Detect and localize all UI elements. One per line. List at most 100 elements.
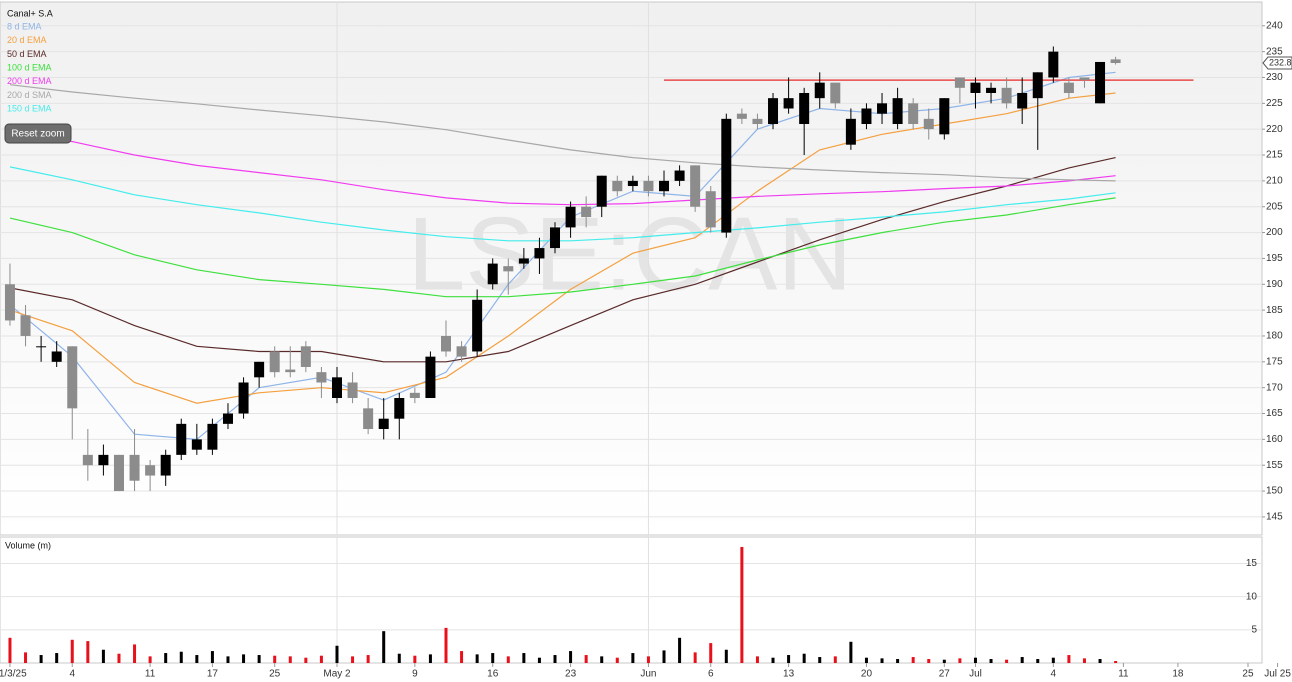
x-tick-label: Jul bbox=[969, 669, 982, 680]
volume-bar bbox=[148, 656, 152, 663]
volume-bar bbox=[491, 653, 495, 663]
y-tick-label: 240 bbox=[1266, 20, 1283, 31]
candle-body bbox=[129, 454, 140, 481]
volume-bar bbox=[833, 656, 837, 663]
candle-body bbox=[254, 361, 265, 378]
x-tick-label: 17 bbox=[207, 669, 219, 680]
volume-bar bbox=[958, 658, 962, 663]
candle-body bbox=[503, 266, 514, 272]
volume-bar bbox=[428, 654, 432, 663]
volume-bar bbox=[864, 657, 868, 663]
volume-bar bbox=[319, 655, 323, 663]
volume-bar bbox=[86, 641, 90, 663]
candle-body bbox=[51, 351, 62, 362]
candle-body bbox=[20, 315, 31, 336]
legend-entry: 200 d SMA bbox=[7, 90, 52, 100]
candle-body bbox=[518, 258, 529, 264]
x-tick-label: May 2 bbox=[323, 669, 351, 680]
legend-entry: 150 d EMA bbox=[7, 104, 52, 114]
candle-body bbox=[98, 454, 109, 466]
y-tick-label: 145 bbox=[1266, 512, 1283, 523]
volume-tick-label: 10 bbox=[1246, 591, 1258, 602]
candle-body bbox=[643, 180, 654, 192]
volume-bar bbox=[1036, 659, 1040, 663]
candle-body bbox=[36, 346, 47, 348]
ma-line bbox=[9, 157, 1116, 363]
volume-bar bbox=[179, 651, 183, 663]
volume-bar bbox=[849, 641, 853, 663]
x-tick-label: 31/3/25 bbox=[0, 669, 27, 680]
candle-body bbox=[783, 98, 794, 109]
x-tick-label: 11 bbox=[1118, 669, 1129, 680]
volume-bar bbox=[117, 653, 121, 663]
volume-bar bbox=[615, 657, 619, 663]
candle-body bbox=[877, 103, 888, 114]
y-tick-label: 230 bbox=[1266, 72, 1283, 83]
volume-bar bbox=[693, 652, 697, 663]
candle-body bbox=[954, 77, 965, 88]
y-tick-label: 185 bbox=[1266, 305, 1283, 316]
volume-tick-label: 5 bbox=[1251, 624, 1257, 635]
y-tick-label: 190 bbox=[1266, 279, 1283, 290]
volume-bar bbox=[569, 651, 573, 663]
candle-body bbox=[425, 356, 436, 399]
volume-bar bbox=[133, 644, 137, 663]
volume-bar bbox=[335, 645, 339, 663]
volume-bar bbox=[631, 653, 635, 663]
volume-bar bbox=[584, 655, 588, 663]
volume-bar bbox=[927, 659, 931, 663]
candle-body bbox=[238, 382, 249, 414]
candle-body bbox=[269, 351, 280, 373]
candle-body bbox=[409, 392, 420, 399]
y-tick-label: 205 bbox=[1266, 201, 1283, 212]
button-label[interactable]: Reset zoom bbox=[11, 129, 64, 140]
legend-entry: 100 d EMA bbox=[7, 62, 52, 72]
button-box[interactable] bbox=[4, 123, 72, 144]
ma-line bbox=[9, 84, 1116, 182]
volume-tick-label: 15 bbox=[1246, 558, 1258, 569]
y-tick-label: 165 bbox=[1266, 408, 1283, 419]
volume-bar bbox=[257, 655, 261, 663]
x-tick-label: 4 bbox=[1051, 669, 1057, 680]
volume-bar bbox=[522, 653, 526, 663]
candle-body bbox=[721, 118, 732, 233]
volume-bar bbox=[1098, 659, 1102, 663]
candle-body bbox=[487, 263, 498, 285]
volume-bar bbox=[818, 657, 822, 663]
volume-bar bbox=[896, 659, 900, 663]
ma-line bbox=[9, 197, 1116, 298]
candle-body bbox=[4, 284, 15, 321]
volume-bar bbox=[771, 657, 775, 663]
volume-bar bbox=[8, 637, 12, 663]
candle-body bbox=[1032, 72, 1043, 99]
volume-bar bbox=[911, 657, 915, 663]
volume-bar bbox=[787, 655, 791, 663]
y-tick-label: 220 bbox=[1266, 124, 1283, 135]
y-tick-label: 155 bbox=[1266, 460, 1283, 471]
volume-panel bbox=[0, 536, 1263, 664]
volume-bar bbox=[880, 658, 884, 663]
candle-body bbox=[1079, 77, 1090, 81]
volume-bar bbox=[662, 650, 666, 663]
candle-body bbox=[830, 82, 841, 104]
y-tick-label: 235 bbox=[1266, 46, 1283, 57]
volume-bar bbox=[1005, 659, 1009, 663]
candle-body bbox=[440, 335, 451, 352]
candle-body bbox=[472, 299, 483, 352]
candle-body bbox=[736, 113, 747, 119]
candle-body bbox=[1048, 51, 1059, 78]
candle-body bbox=[565, 206, 576, 228]
volume-bar bbox=[1082, 658, 1086, 663]
candle-body bbox=[1110, 59, 1121, 64]
candle-body bbox=[316, 372, 327, 383]
volume-bar bbox=[101, 649, 105, 663]
y-tick-label: 195 bbox=[1266, 253, 1283, 264]
candle-body bbox=[768, 98, 779, 125]
x-tick-label: 18 bbox=[1172, 669, 1184, 680]
y-tick-label: 160 bbox=[1266, 434, 1283, 445]
x-tick-label: 16 bbox=[487, 669, 499, 680]
candle-body bbox=[596, 175, 607, 207]
volume-bar bbox=[678, 637, 682, 663]
reset-zoom-button[interactable]: Reset zoom bbox=[4, 123, 72, 144]
legend-entry: 8 d EMA bbox=[7, 21, 42, 31]
